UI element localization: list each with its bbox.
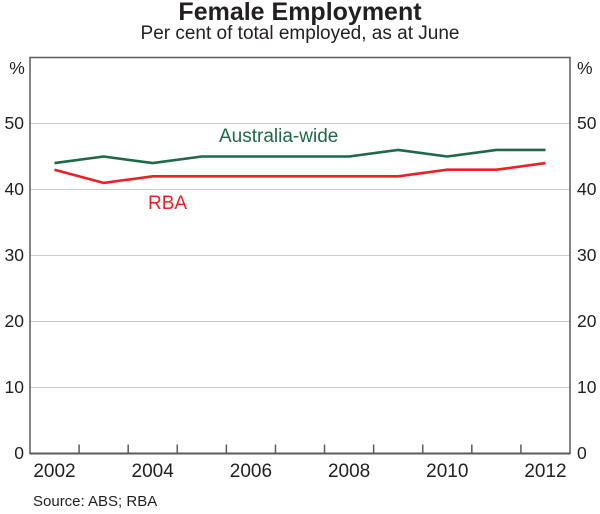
series-line-rba: [54, 161, 546, 185]
series-label-rba: RBA: [148, 193, 188, 214]
y-tick-label-right: 30: [577, 245, 597, 265]
x-tick-label: 2004: [131, 461, 174, 482]
y-tick-label-left: 10: [4, 377, 24, 397]
x-tick-label: 2008: [327, 461, 371, 482]
series-label-australia-wide: Australia-wide: [219, 126, 339, 147]
source-note: Source: ABS; RBA: [33, 493, 158, 510]
y-tick-label-left: 40: [4, 179, 24, 199]
y-tick-label-left: 0: [14, 443, 24, 463]
y-tick-label-right: 40: [577, 179, 597, 199]
series-line-australia-wide: [54, 148, 546, 165]
y-tick-label-left: 50: [4, 113, 24, 133]
x-tick-label: 2006: [229, 461, 273, 482]
y-axis-unit-right: %: [577, 58, 593, 78]
y-tick-label-left: 20: [4, 311, 24, 331]
y-tick-label-left: 30: [4, 245, 24, 265]
y-tick-label-right: 50: [577, 113, 597, 133]
chart-title: Female Employment: [178, 0, 422, 26]
x-tick-label: 2002: [33, 461, 76, 482]
y-tick-label-right: 20: [577, 311, 597, 331]
y-tick-label-right: 10: [577, 377, 597, 397]
chart-subtitle: Per cent of total employed, as at June: [140, 23, 460, 44]
x-tick-label: 2012: [524, 461, 567, 482]
x-tick-label: 2010: [426, 461, 469, 482]
y-axis-unit-left: %: [9, 58, 25, 78]
y-tick-label-right: 0: [577, 443, 587, 463]
